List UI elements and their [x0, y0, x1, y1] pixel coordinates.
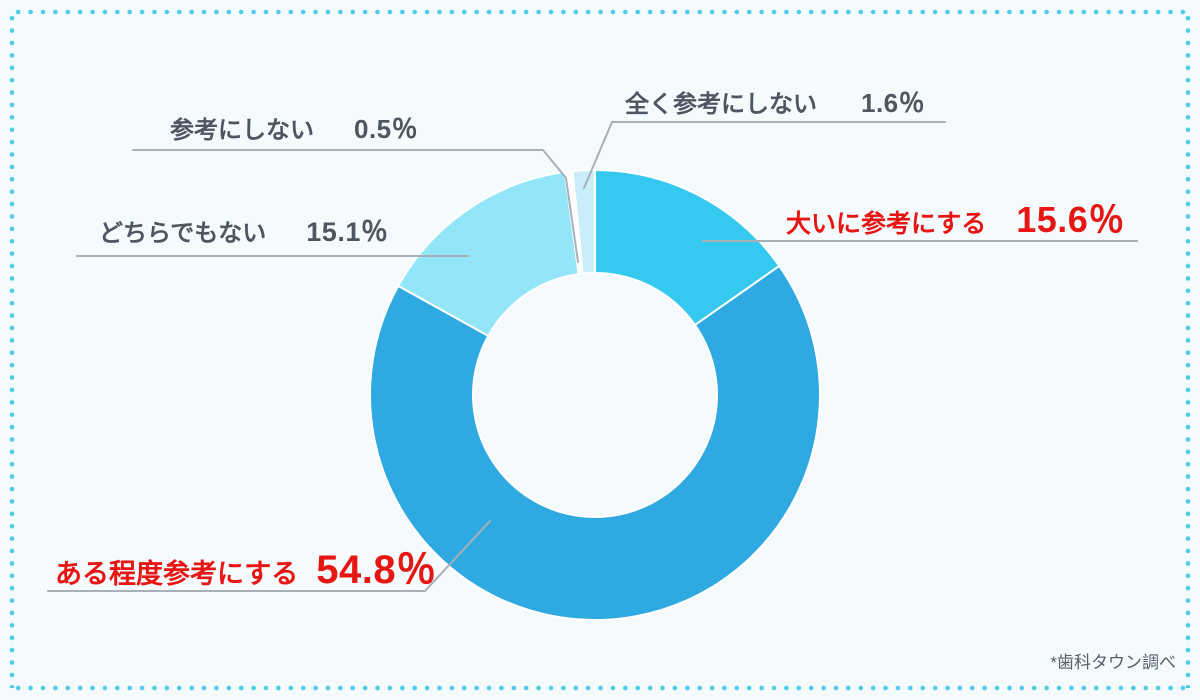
- segment-value: 15.6％: [1016, 199, 1125, 240]
- segment-value: 15.1％: [306, 217, 389, 247]
- callout-mattaku-sankou-shinai: 全く参考にしない 1.6％: [625, 83, 925, 120]
- segment-value: 1.6％: [861, 88, 926, 118]
- pie-segment-4: [571, 168, 596, 275]
- segment-label: 全く参考にしない: [625, 91, 817, 118]
- callout-ooini-sankou: 大いに参考にする 15.6％: [786, 191, 1125, 243]
- segment-label: どちらでもない: [99, 220, 267, 247]
- donut-segments: [369, 168, 821, 621]
- callout-dochirademonai: どちらでもない 15.1％: [99, 210, 388, 249]
- leader-line-mattaku-sankou-shinai: [583, 121, 946, 189]
- callout-sankou-shinai: 参考にしない 0.5％: [170, 109, 418, 146]
- pie-segment-0: [594, 169, 781, 327]
- segment-label: 参考にしない: [170, 117, 314, 144]
- segment-label: 大いに参考にする: [786, 210, 987, 238]
- pie-segment-1: [369, 264, 821, 621]
- callout-aruteido-sankou: ある程度参考にする 54.8％: [55, 537, 437, 595]
- segment-label: ある程度参考にする: [55, 559, 299, 589]
- source-note: *歯科タウン調べ: [1050, 653, 1176, 672]
- segment-value: 54.8％: [316, 548, 437, 592]
- leader-line-sankou-shinai: [132, 149, 579, 263]
- leader-line-aruteido-sankou: [47, 520, 491, 592]
- segment-value: 0.5％: [354, 114, 419, 144]
